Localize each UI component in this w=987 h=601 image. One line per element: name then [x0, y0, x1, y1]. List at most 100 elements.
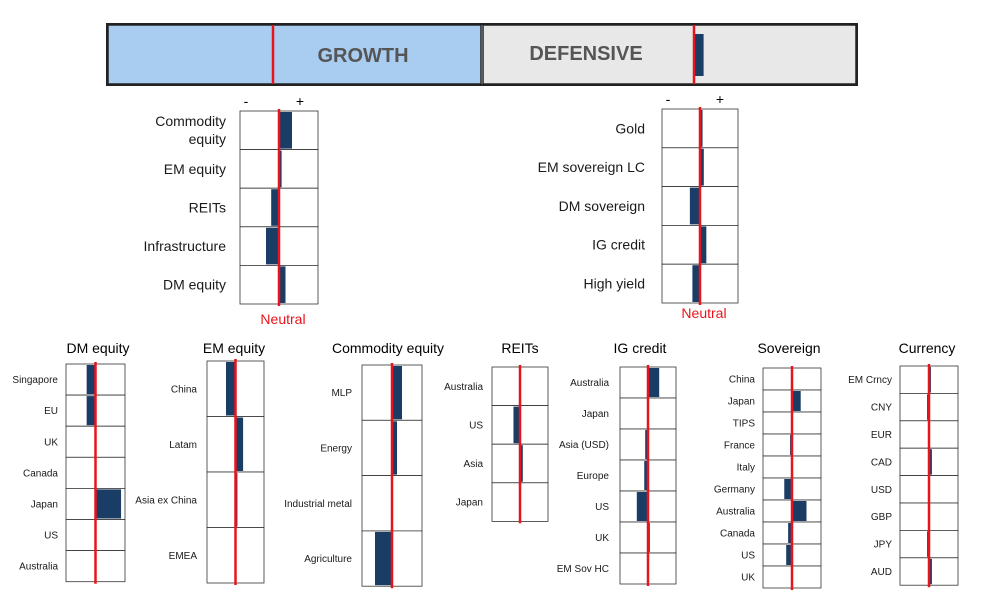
- defensive-category-label: High yield: [584, 276, 645, 292]
- dm-equity-bar: [86, 396, 96, 426]
- growth-neutral-label: Neutral: [260, 311, 305, 327]
- em-equity-title: EM equity: [203, 340, 265, 356]
- dm-equity-category-label: Singapore: [12, 375, 58, 386]
- currency-category-label: AUD: [871, 567, 892, 578]
- reits-category-label: Asia: [464, 459, 484, 470]
- dm-equity-title: DM equity: [66, 340, 129, 356]
- defensive-bar: [700, 110, 703, 147]
- growth-bar: [279, 266, 286, 303]
- sovereign-bar: [788, 523, 792, 543]
- ig-credit-category-label: UK: [595, 533, 609, 544]
- ig-credit-category-label: Asia (USD): [559, 440, 609, 451]
- sovereign-bar: [792, 501, 807, 521]
- em-equity-category-label: Asia ex China: [135, 495, 197, 506]
- growth-minus-label: -: [244, 93, 249, 109]
- sovereign-category-label: Canada: [720, 529, 755, 540]
- dm-equity-category-label: Canada: [23, 468, 58, 479]
- dm-equity-category-label: US: [44, 531, 58, 542]
- commodity-equity-title: Commodity equity: [332, 340, 444, 356]
- ig-credit-category-label: Europe: [577, 471, 610, 482]
- sovereign-category-label: Germany: [714, 485, 755, 496]
- growth-banner-bar: [261, 34, 273, 76]
- dm-equity-bar: [86, 365, 96, 395]
- ig-credit-category-label: US: [595, 502, 609, 513]
- dm-equity-category-label: Japan: [31, 499, 58, 510]
- growth-plus-label: +: [296, 93, 304, 109]
- ig-credit-category-label: EM Sov HC: [557, 564, 609, 575]
- sovereign-category-label: UK: [741, 573, 755, 584]
- em-equity-category-label: Latam: [169, 440, 197, 451]
- currency-category-label: CAD: [871, 457, 892, 468]
- sovereign-bar: [784, 479, 792, 499]
- commodity-equity-category-label: MLP: [331, 388, 352, 399]
- em-equity-category-label: China: [171, 384, 198, 395]
- currency-bar: [929, 558, 932, 585]
- ig-credit-category-label: Japan: [582, 409, 609, 420]
- defensive-bar: [700, 148, 704, 186]
- reits-title: REITs: [501, 340, 538, 356]
- commodity-equity-bar: [392, 366, 402, 420]
- currency-title: Currency: [899, 340, 956, 356]
- defensive-bar: [700, 226, 707, 264]
- sovereign-category-label: US: [741, 551, 755, 562]
- sovereign-category-label: TIPS: [733, 419, 756, 430]
- growth-category-label: Commodity equity: [155, 113, 226, 147]
- defensive-category-label: IG credit: [592, 237, 645, 253]
- reits-category-label: Japan: [456, 498, 483, 509]
- currency-category-label: USD: [871, 485, 892, 496]
- sovereign-category-label: Japan: [728, 397, 755, 408]
- sovereign-category-label: China: [729, 375, 756, 386]
- commodity-equity-bar: [392, 421, 397, 475]
- commodity-equity-bar: [375, 531, 392, 586]
- commodity-equity-panel: Commodity equity MLP Energy Industrial meta…: [284, 340, 444, 589]
- sovereign-category-label: Italy: [737, 463, 755, 474]
- sovereign-panel: Sovereign China Japan TIPS France Italy German…: [714, 340, 822, 590]
- sovereign-title: Sovereign: [757, 340, 820, 356]
- dm-equity-category-label: Australia: [19, 562, 58, 573]
- defensive-plus-label: +: [716, 91, 724, 107]
- defensive-category-label: Gold: [615, 120, 645, 136]
- ig-credit-title: IG credit: [614, 340, 667, 356]
- growth-box: [107, 24, 482, 85]
- growth-defensive-banner: GROWTH DEFENSIVE: [106, 23, 858, 86]
- growth-bar: [279, 150, 282, 188]
- defensive-panel: - + Gold EM sovereign LC DM sovereign IG cred…: [538, 91, 739, 321]
- growth-bar: [279, 112, 292, 149]
- reits-category-label: Australia: [444, 382, 483, 393]
- growth-bar: [271, 189, 279, 226]
- em-equity-bar: [235, 417, 244, 471]
- reits-category-label: US: [469, 420, 483, 431]
- currency-category-label: EM Crncy: [848, 375, 892, 386]
- defensive-box: [482, 24, 857, 85]
- currency-bar: [929, 449, 932, 475]
- growth-category-label: Infrastructure: [144, 238, 227, 254]
- dm-equity-bar: [95, 489, 122, 519]
- currency-category-label: JPY: [874, 540, 893, 551]
- dm-equity-panel: DM equity Singapore EU UK Canada Japan US Austr…: [12, 340, 130, 584]
- ig-credit-bar: [645, 430, 648, 459]
- reits-bar: [513, 406, 520, 444]
- defensive-minus-label: -: [666, 91, 671, 107]
- currency-category-label: CNY: [871, 403, 892, 414]
- dm-equity-category-label: EU: [44, 406, 58, 417]
- commodity-equity-category-label: Industrial metal: [284, 499, 352, 510]
- ig-credit-category-label: Australia: [570, 378, 609, 389]
- defensive-category-label: EM sovereign LC: [538, 159, 645, 175]
- defensive-neutral-label: Neutral: [681, 305, 726, 321]
- growth-category-label: DM equity: [163, 277, 226, 293]
- ig-credit-bar: [648, 368, 660, 397]
- sovereign-category-label: Australia: [716, 507, 755, 518]
- dm-equity-category-label: UK: [44, 437, 58, 448]
- growth-category-label: EM equity: [164, 161, 226, 177]
- commodity-equity-category-label: Energy: [320, 443, 352, 454]
- defensive-label: DEFENSIVE: [529, 43, 642, 65]
- em-equity-panel: EM equity China Latam Asia ex China EMEA: [135, 340, 265, 585]
- sovereign-category-label: France: [724, 441, 756, 452]
- currency-panel: Currency EM Crncy CNY EUR CAD USD GBP JPY AUD: [848, 340, 959, 588]
- ig-credit-panel: IG credit Australia Japan Asia (USD) Europe U…: [557, 340, 677, 586]
- ig-credit-bar: [636, 492, 648, 521]
- currency-category-label: EUR: [871, 430, 892, 441]
- ig-credit-bar: [644, 461, 648, 490]
- em-equity-category-label: EMEA: [169, 551, 198, 562]
